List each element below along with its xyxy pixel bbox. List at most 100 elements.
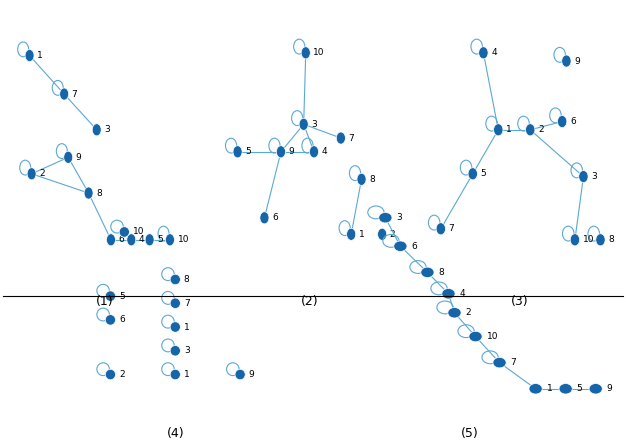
- Circle shape: [105, 315, 116, 325]
- Text: (1): (1): [96, 295, 114, 308]
- Text: 2: 2: [538, 125, 544, 134]
- Circle shape: [170, 345, 180, 356]
- Text: 5: 5: [119, 292, 125, 301]
- Circle shape: [526, 124, 535, 136]
- Text: 6: 6: [272, 213, 278, 222]
- Text: 5: 5: [245, 147, 251, 156]
- Circle shape: [529, 384, 542, 394]
- Circle shape: [27, 168, 36, 180]
- Text: 3: 3: [396, 213, 403, 222]
- Text: 7: 7: [349, 134, 354, 143]
- Text: 1: 1: [184, 370, 190, 379]
- Text: 8: 8: [96, 189, 102, 198]
- Text: 10: 10: [314, 48, 325, 57]
- Circle shape: [233, 146, 242, 158]
- Text: 1: 1: [37, 51, 43, 60]
- Text: 6: 6: [570, 117, 576, 126]
- Circle shape: [436, 223, 446, 235]
- Circle shape: [170, 369, 180, 380]
- Text: 4: 4: [491, 48, 497, 57]
- Circle shape: [468, 168, 478, 180]
- Text: 3: 3: [184, 346, 190, 355]
- Circle shape: [119, 227, 130, 237]
- Text: 2: 2: [119, 370, 125, 379]
- Text: 10: 10: [583, 235, 594, 244]
- Circle shape: [299, 118, 308, 130]
- Text: 7: 7: [184, 299, 190, 308]
- Text: (4): (4): [167, 427, 184, 440]
- Text: 3: 3: [105, 125, 110, 134]
- Text: 9: 9: [607, 384, 613, 393]
- Circle shape: [558, 115, 567, 128]
- Text: 4: 4: [459, 289, 465, 298]
- Circle shape: [301, 47, 310, 59]
- Text: 5: 5: [481, 169, 486, 178]
- Circle shape: [562, 55, 571, 67]
- Circle shape: [105, 369, 116, 380]
- Text: 2: 2: [390, 230, 396, 239]
- Circle shape: [421, 267, 434, 278]
- Circle shape: [469, 331, 482, 342]
- Text: 10: 10: [133, 227, 145, 236]
- Circle shape: [235, 369, 245, 380]
- Circle shape: [260, 212, 269, 224]
- Text: 6: 6: [411, 242, 418, 251]
- Circle shape: [357, 173, 366, 185]
- Text: 6: 6: [118, 235, 124, 244]
- Text: 1: 1: [359, 230, 364, 239]
- Text: 9: 9: [289, 147, 294, 156]
- Text: 10: 10: [486, 332, 498, 341]
- Text: 6: 6: [119, 315, 125, 324]
- Circle shape: [106, 234, 115, 246]
- Text: 5: 5: [577, 384, 583, 393]
- Text: 8: 8: [608, 235, 614, 244]
- Circle shape: [494, 124, 503, 136]
- Circle shape: [377, 228, 387, 240]
- Circle shape: [277, 146, 285, 158]
- Text: 3: 3: [311, 120, 317, 129]
- Circle shape: [25, 49, 34, 62]
- Circle shape: [165, 234, 175, 246]
- Circle shape: [570, 234, 580, 246]
- Text: 8: 8: [439, 268, 444, 277]
- Circle shape: [448, 308, 461, 318]
- Text: (2): (2): [301, 295, 319, 308]
- Circle shape: [170, 298, 180, 308]
- Circle shape: [596, 234, 605, 246]
- Text: 5: 5: [157, 235, 163, 244]
- Circle shape: [379, 213, 392, 223]
- Text: 3: 3: [592, 172, 597, 181]
- Text: 9: 9: [249, 370, 254, 379]
- Text: 7: 7: [72, 90, 78, 99]
- Circle shape: [336, 132, 346, 144]
- Circle shape: [170, 274, 180, 285]
- Circle shape: [347, 228, 356, 240]
- Text: 4: 4: [139, 235, 145, 244]
- Text: 7: 7: [511, 358, 516, 367]
- Circle shape: [309, 146, 319, 158]
- Circle shape: [84, 187, 93, 199]
- Text: 7: 7: [449, 224, 454, 233]
- Circle shape: [479, 47, 488, 59]
- Text: 4: 4: [322, 147, 327, 156]
- Text: 8: 8: [369, 175, 375, 184]
- Circle shape: [127, 234, 136, 246]
- Text: (3): (3): [511, 295, 528, 308]
- Text: 1: 1: [506, 125, 512, 134]
- Circle shape: [145, 234, 154, 246]
- Text: 2: 2: [466, 308, 471, 317]
- Text: 9: 9: [76, 153, 81, 162]
- Circle shape: [579, 170, 588, 183]
- Circle shape: [493, 357, 506, 368]
- Circle shape: [92, 124, 101, 136]
- Text: 2: 2: [39, 169, 45, 178]
- Text: 8: 8: [184, 275, 190, 284]
- Circle shape: [59, 88, 69, 100]
- Circle shape: [559, 384, 572, 394]
- Circle shape: [589, 384, 602, 394]
- Circle shape: [394, 241, 407, 251]
- Circle shape: [105, 291, 116, 301]
- Circle shape: [64, 151, 73, 163]
- Text: 1: 1: [184, 323, 190, 331]
- Text: 10: 10: [178, 235, 189, 244]
